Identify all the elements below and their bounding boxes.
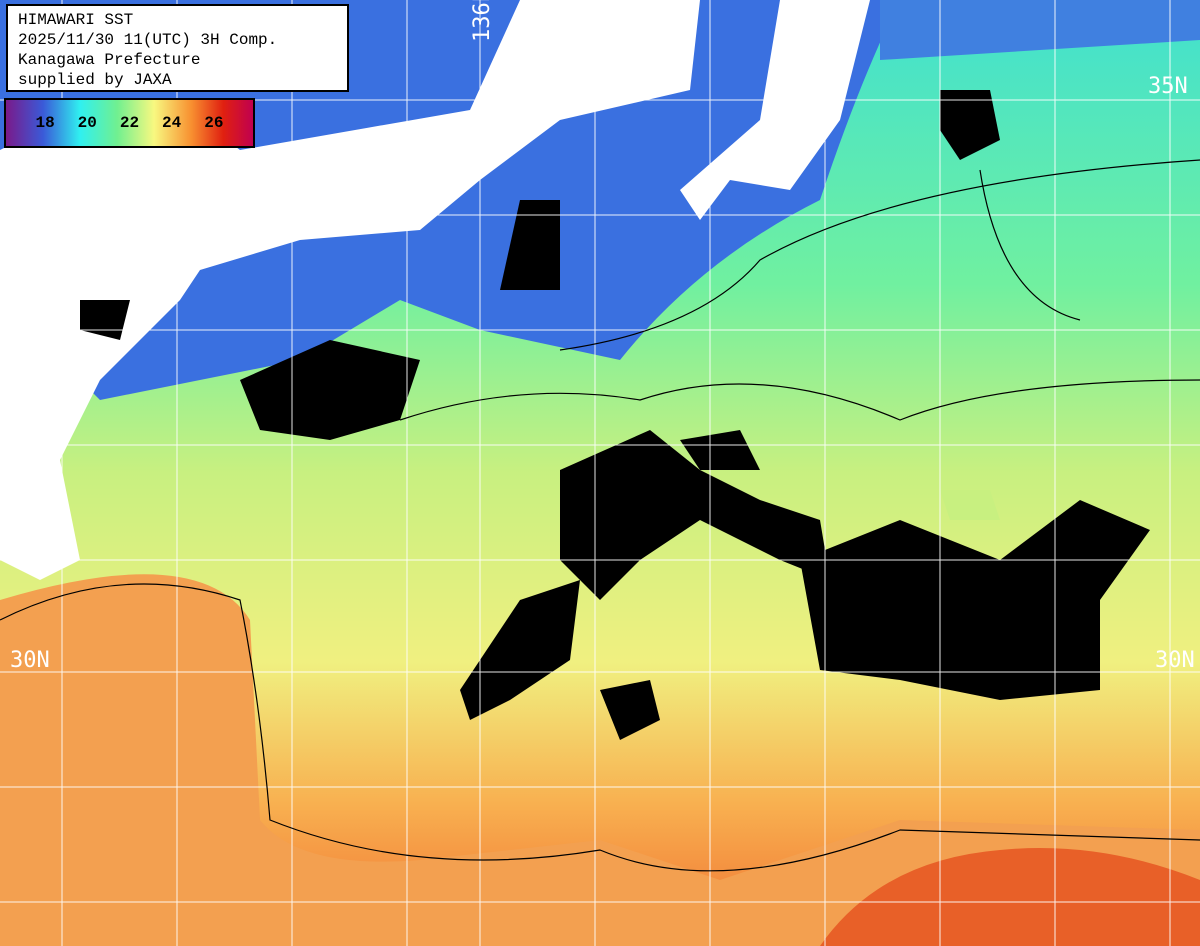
cloud-mask — [80, 90, 1150, 740]
observation-datetime: 2025/11/30 11(UTC) 3H Comp. — [18, 31, 278, 49]
land-kii — [680, 0, 870, 220]
longitude-label-136e: 136E — [470, 0, 495, 42]
warmest-water — [820, 848, 1200, 946]
latitude-label-30n-left: 30N — [10, 648, 50, 673]
credit-label: supplied by JAXA — [18, 71, 172, 89]
latitude-label-30n-right: 30N — [1155, 648, 1195, 673]
legend-tick: 26 — [204, 114, 224, 132]
legend-tick: 22 — [119, 114, 140, 132]
latitude-label-35n-right: 35N — [1148, 74, 1188, 99]
warm-water — [0, 574, 1200, 946]
latitude-label-35-left: 35 — [8, 368, 35, 393]
region-label: Kanagawa Prefecture — [18, 51, 201, 69]
isotherm-contours — [0, 159, 1200, 872]
product-title: HIMAWARI SST — [18, 11, 134, 29]
cold-water-ne — [880, 0, 1200, 60]
color-scale-legend: 18 20 22 24 26 — [4, 98, 255, 148]
legend-tick: 18 — [35, 114, 55, 132]
title-box: HIMAWARI SST 2025/11/30 11(UTC) 3H Comp.… — [6, 4, 349, 92]
legend-tick: 24 — [162, 114, 182, 132]
legend-tick: 20 — [77, 114, 97, 132]
